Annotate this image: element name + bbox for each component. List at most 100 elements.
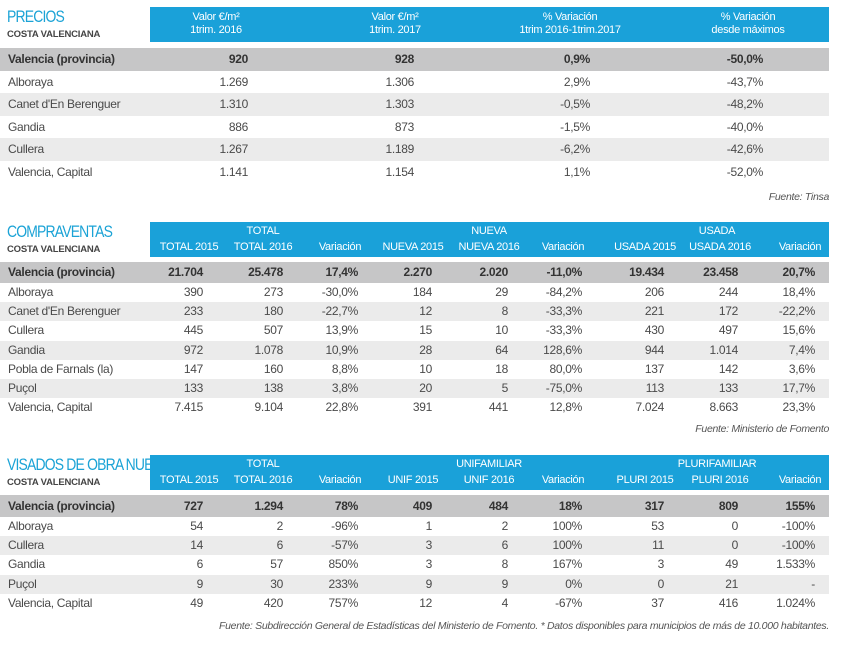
row-label: Puçol: [8, 576, 37, 591]
table-row: Valencia (provincia) 727 1.294 78% 409 484 18%…: [0, 495, 829, 517]
cell-value: -6,2%: [560, 142, 590, 157]
cell-value: 7.415: [174, 400, 203, 415]
compraventas-column-header: USADA 2016: [689, 241, 751, 253]
cell-value: 4: [501, 595, 509, 610]
cell-value: 138: [263, 381, 283, 395]
cell-value: 727: [183, 499, 203, 513]
row-label: Valencia (provincia): [8, 52, 115, 66]
compraventas-subtitle: COSTA VALENCIANA: [7, 244, 101, 255]
cell-value: -0,5%: [560, 97, 590, 112]
row-label: Puçol: [8, 381, 37, 395]
cell-value: -33,3%: [545, 304, 583, 319]
compraventas-column-header: Variación: [318, 241, 362, 253]
row-label: Gandia: [8, 342, 45, 357]
cell-value: 0: [731, 519, 739, 533]
visados-column-header: Variación: [541, 474, 585, 486]
compraventas-group-header: NUEVA: [471, 225, 507, 237]
cell-value: 10: [495, 323, 508, 338]
compraventas-group-header: TOTAL: [246, 225, 280, 237]
cell-value: 317: [644, 499, 664, 513]
cell-value: 142: [718, 361, 738, 376]
cell-value: 133: [183, 381, 203, 395]
cell-value: 221: [644, 304, 664, 319]
cell-value: 13,9%: [325, 323, 358, 338]
row-label: Cullera: [8, 142, 44, 157]
cell-value: 53: [651, 519, 664, 533]
cell-value: -48,2%: [726, 97, 764, 112]
row-label: Gandia: [8, 119, 45, 134]
cell-value: 0: [657, 576, 665, 591]
precios-header-col1-line2: 1trim. 2016: [190, 24, 242, 36]
table-row: Cullera 14 6 -57% 3 6 100% 11 0 -100%: [0, 536, 829, 556]
row-label: Canet d'En Berenguer: [8, 97, 121, 112]
precios-header-col4-line2: desde máximos: [711, 24, 785, 36]
cell-value: 416: [718, 595, 738, 610]
visados-column-header: Variación: [318, 474, 362, 486]
table-row: Cullera 445 507 13,9% 15 10 -33,3% 430 497 15,6%: [0, 321, 829, 340]
visados-group-header: TOTAL: [246, 458, 280, 470]
table-row: Alboraya 54 2 -96% 1 2 100% 53 0 -100%: [0, 517, 829, 536]
visados-column-header: TOTAL 2016: [233, 474, 293, 486]
cell-value: 390: [183, 285, 203, 299]
cell-value: -100%: [781, 538, 816, 553]
cell-value: 29: [495, 285, 508, 299]
cell-value: 0,9%: [563, 52, 590, 66]
cell-value: 9: [425, 576, 433, 591]
row-label: Canet d'En Berenguer: [8, 304, 121, 319]
row-label: Alboraya: [8, 519, 53, 533]
compraventas-column-header: Variación: [541, 241, 585, 253]
cell-value: 17,4%: [325, 265, 358, 279]
precios-header-col3-line1: % Variación: [542, 11, 598, 23]
cell-value: 12,8%: [549, 400, 582, 415]
visados-title: VISADOS DE OBRA NUEVA: [7, 455, 169, 474]
cell-value: 1.294: [254, 499, 283, 513]
cell-value: -96%: [331, 519, 358, 533]
cell-value: 920: [228, 52, 248, 66]
cell-value: 1.303: [385, 97, 414, 112]
compraventas-column-header: TOTAL 2016: [233, 241, 293, 253]
cell-value: -40,0%: [726, 119, 764, 134]
cell-value: 28: [419, 342, 432, 357]
cell-value: 18: [495, 361, 508, 376]
row-label: Valencia, Capital: [8, 595, 93, 610]
cell-value: 391: [412, 400, 432, 415]
cell-value: 9.104: [254, 400, 283, 415]
cell-value: 484: [488, 499, 508, 513]
cell-value: 1.310: [219, 97, 248, 112]
cell-value: 2.270: [403, 265, 432, 279]
cell-value: 1: [425, 519, 433, 533]
cell-value: 20: [419, 381, 432, 395]
cell-value: -11,0%: [546, 265, 582, 279]
cell-value: 1.269: [219, 75, 248, 89]
visados-group-header: PLURIFAMILIAR: [677, 458, 757, 470]
cell-value: -67%: [555, 595, 582, 610]
cell-value: 3: [425, 538, 433, 553]
cell-value: 80,0%: [549, 361, 582, 376]
cell-value: 2: [276, 519, 284, 533]
visados-source: Fuente: Subdirección General de Estadíst…: [219, 620, 829, 632]
cell-value: 8: [501, 557, 509, 572]
row-label: Valencia (provincia): [8, 499, 115, 513]
cell-value: 147: [183, 361, 203, 376]
cell-value: 507: [263, 323, 283, 338]
visados-header-band: [150, 455, 829, 490]
cell-value: 5: [501, 381, 509, 395]
cell-value: -52,0%: [726, 164, 764, 179]
cell-value: 21: [725, 576, 738, 591]
cell-value: 0%: [565, 576, 582, 591]
visados-column-header: PLURI 2015: [616, 474, 674, 486]
cell-value: 1.154: [385, 164, 414, 179]
visados-column-header: UNIF 2015: [387, 474, 439, 486]
visados-column-header: UNIF 2016: [463, 474, 515, 486]
table-row: Puçol 9 30 233% 9 9 0% 0 21 -: [0, 574, 829, 594]
cell-value: 944: [644, 342, 664, 357]
cell-value: 23.458: [703, 265, 738, 279]
cell-value: 3,8%: [331, 381, 358, 395]
compraventas-column-header: USADA 2015: [614, 241, 676, 253]
cell-value: -100%: [781, 519, 816, 533]
cell-value: 757%: [328, 595, 359, 610]
compraventas-title: COMPRAVENTAS: [7, 222, 113, 241]
